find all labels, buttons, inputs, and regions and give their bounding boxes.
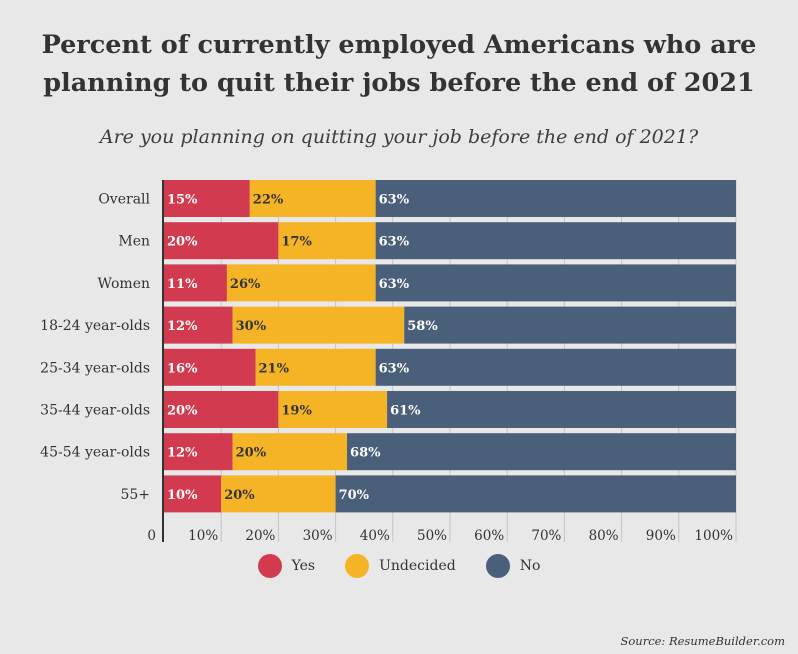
x-tick-label: 100%: [694, 528, 733, 544]
bar-55-undecided: [221, 475, 336, 513]
data-label-men-undecided: 17%: [281, 235, 312, 250]
data-label-45-54-year-olds-yes: 12%: [167, 446, 198, 461]
data-label-45-54-year-olds-no: 68%: [350, 446, 381, 461]
data-label-35-44-year-olds-yes: 20%: [167, 404, 198, 419]
x-tick-label: 10%: [188, 528, 218, 544]
bar-18-24-year-olds-yes: [164, 306, 233, 344]
source-note: Source: ResumeBuilder.com: [620, 634, 785, 648]
bar-18-24-year-olds-no: [404, 306, 736, 344]
category-label-25-34-year-olds: 25-34 year-olds: [40, 360, 150, 376]
x-tick-label: 90%: [646, 528, 676, 544]
bar-25-34-year-olds-no: [375, 348, 736, 386]
category-label-18-24-year-olds: 18-24 year-olds: [40, 318, 150, 334]
data-label-overall-no: 63%: [379, 193, 410, 208]
legend-label-yes: Yes: [291, 558, 316, 574]
data-label-women-undecided: 26%: [230, 277, 261, 292]
bar-35-44-year-olds-yes: [164, 391, 279, 428]
bar-overall-no: [375, 180, 736, 217]
legend-swatch-yes: [257, 554, 282, 578]
bar-overall-yes: [164, 180, 250, 217]
bar-men-yes: [164, 222, 279, 260]
bar-men-undecided: [278, 222, 376, 260]
x-tick-label: 40%: [360, 528, 390, 544]
data-label-25-34-year-olds-no: 63%: [379, 361, 410, 376]
legend-label-no: No: [519, 558, 541, 574]
legend-item-yes: Yes: [257, 554, 316, 578]
legend-swatch-undecided: [345, 554, 370, 578]
x-tick-label: 20%: [245, 528, 275, 544]
data-label-18-24-year-olds-yes: 12%: [167, 319, 198, 334]
bar-overall-undecided: [249, 180, 376, 217]
bar-55-yes: [164, 475, 222, 513]
bar-18-24-year-olds-undecided: [232, 306, 405, 344]
legend: Yes Undecided No: [0, 554, 798, 578]
legend-label-undecided: Undecided: [379, 558, 456, 574]
chart-subtitle: Are you planning on quitting your job be…: [99, 126, 699, 148]
chart-title: Percent of currently employed Americans …: [41, 30, 757, 98]
bar-45-54-year-olds-no: [347, 433, 736, 471]
category-label-45-54-year-olds: 45-54 year-olds: [40, 445, 150, 461]
bar-45-54-year-olds-yes: [164, 433, 233, 471]
legend-item-undecided: Undecided: [345, 554, 456, 578]
legend-item-no: No: [485, 554, 541, 578]
data-label-25-34-year-olds-undecided: 21%: [259, 361, 290, 376]
data-label-men-yes: 20%: [167, 235, 198, 250]
data-label-25-34-year-olds-yes: 16%: [167, 361, 198, 376]
data-label-35-44-year-olds-undecided: 19%: [281, 404, 312, 419]
category-label-women: Women: [98, 276, 150, 292]
category-label-35-44-year-olds: 35-44 year-olds: [40, 403, 150, 419]
x-tick-label: 0: [147, 528, 156, 544]
bar-women-no: [375, 264, 736, 302]
legend-swatch-no: [485, 554, 510, 578]
data-label-55-no: 70%: [339, 488, 370, 503]
category-label-55: 55+: [120, 487, 150, 503]
bar-men-no: [375, 222, 736, 260]
x-tick-label: 50%: [417, 528, 447, 544]
data-label-55-yes: 10%: [167, 488, 198, 503]
data-label-18-24-year-olds-no: 58%: [407, 319, 438, 334]
bar-35-44-year-olds-no: [387, 391, 736, 428]
bar-25-34-year-olds-yes: [164, 348, 256, 386]
category-label-men: Men: [118, 234, 150, 250]
data-label-women-no: 63%: [379, 277, 410, 292]
x-tick-label: 80%: [589, 528, 619, 544]
bar-women-undecided: [226, 264, 376, 302]
bar-45-54-year-olds-undecided: [232, 433, 348, 471]
data-label-45-54-year-olds-undecided: 20%: [236, 446, 267, 461]
x-tick-label: 30%: [303, 528, 333, 544]
data-label-women-yes: 11%: [167, 277, 198, 292]
data-label-men-no: 63%: [379, 235, 410, 250]
data-label-18-24-year-olds-undecided: 30%: [236, 319, 267, 334]
category-label-overall: Overall: [98, 192, 150, 208]
x-tick-label: 60%: [474, 528, 504, 544]
data-label-35-44-year-olds-no: 61%: [390, 404, 421, 419]
data-label-55-undecided: 20%: [224, 488, 255, 503]
data-label-overall-yes: 15%: [167, 193, 198, 208]
data-label-overall-undecided: 22%: [253, 193, 284, 208]
bar-25-34-year-olds-undecided: [255, 348, 376, 386]
bar-35-44-year-olds-undecided: [278, 391, 388, 428]
bar-women-yes: [164, 264, 227, 302]
x-tick-label: 70%: [531, 528, 561, 544]
bar-55-no: [335, 475, 736, 513]
